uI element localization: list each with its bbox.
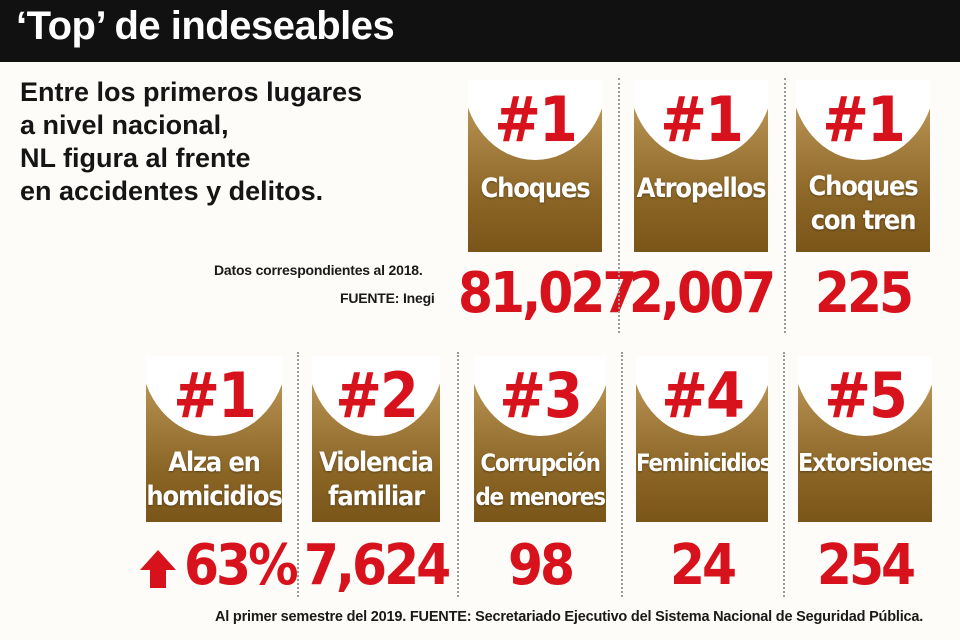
intro-line: NL figura al frente: [20, 143, 251, 173]
card-label-line: Feminicidios: [636, 449, 768, 477]
divider: [783, 352, 785, 597]
stat-value-text: 63%: [184, 533, 299, 598]
page-title: ‘Top’ de indeseables: [16, 4, 395, 48]
rank-badge: #1: [494, 83, 578, 156]
card-choques: #1 Choques: [468, 80, 602, 252]
divider: [297, 352, 299, 597]
intro-line: Entre los primeros lugares: [20, 77, 363, 107]
rank-badge: #5: [824, 359, 908, 432]
rank-badge: #1: [660, 83, 744, 156]
stat-value: 98: [507, 533, 575, 598]
card-label-line: familiar: [328, 481, 425, 512]
arrow-up-icon: [140, 549, 176, 588]
card-extorsiones: #5 Extorsiones: [798, 356, 932, 522]
card-label: Feminicidios: [636, 446, 768, 480]
card-label-line: Alza en: [168, 447, 261, 478]
card-label-line: Corrupción: [480, 449, 601, 477]
divider: [618, 78, 620, 333]
source-note-inegi: FUENTE: Inegi: [340, 290, 435, 306]
intro-line: a nivel nacional,: [20, 110, 229, 140]
intro-line: en accidentes y delitos.: [20, 176, 324, 206]
card-label-line: Violencia: [319, 447, 434, 478]
card-label-line: de menores: [475, 483, 606, 511]
intro-text: Entre los primeros lugares a nivel nacio…: [20, 76, 440, 208]
data-year-note: Datos correspondientes al 2018.: [214, 262, 423, 278]
rank-badge: #1: [822, 83, 906, 156]
stat-value-homicidios: 63%: [138, 533, 299, 598]
divider: [621, 352, 623, 597]
card-label-line: Choques: [480, 173, 590, 204]
card-choques-con-tren: #1 Choques con tren: [796, 80, 930, 252]
card-corrupcion-menores: #3 Corrupción de menores: [474, 356, 606, 522]
card-label: Choques: [468, 172, 602, 206]
rank-badge: #1: [173, 359, 257, 432]
card-alza-homicidios: #1 Alza en homicidios: [146, 356, 282, 522]
rank-badge: #4: [661, 359, 745, 432]
card-label: Violencia familiar: [312, 446, 440, 514]
stat-value: 225: [814, 261, 914, 326]
header-bar: ‘Top’ de indeseables: [0, 0, 960, 62]
card-label: Corrupción de menores: [474, 446, 606, 514]
divider: [784, 78, 786, 333]
stat-value: 2,007: [628, 261, 776, 326]
card-atropellos: #1 Atropellos: [634, 80, 768, 252]
card-label: Choques con tren: [796, 170, 930, 238]
card-label: Alza en homicidios: [146, 446, 282, 514]
card-label: Extorsiones: [798, 446, 932, 480]
card-violencia-familiar: #2 Violencia familiar: [312, 356, 440, 522]
card-label: Atropellos: [634, 172, 768, 206]
card-label-line: homicidios: [146, 481, 282, 512]
stat-value: 254: [816, 533, 916, 598]
card-feminicidios: #4 Feminicidios: [636, 356, 768, 522]
stat-value: 81,027: [458, 261, 637, 326]
rank-badge: #2: [335, 359, 419, 432]
stat-value: 7,624: [303, 533, 451, 598]
card-label-line: Choques: [808, 171, 918, 202]
rank-badge: #3: [499, 359, 583, 432]
card-label-line: con tren: [810, 205, 917, 236]
divider: [457, 352, 459, 597]
stat-value: 24: [669, 533, 737, 598]
card-label-line: Atropellos: [636, 173, 767, 204]
card-label-line: Extorsiones: [798, 448, 932, 477]
footer-source-note: Al primer semestre del 2019. FUENTE: Sec…: [215, 609, 924, 625]
